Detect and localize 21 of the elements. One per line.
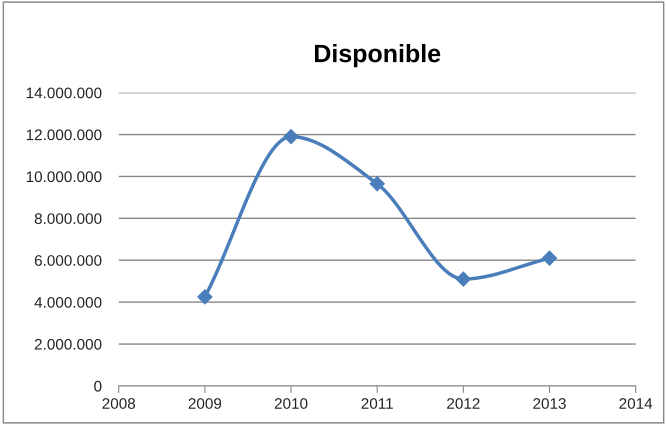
y-tick-label: 4.000.000 (34, 296, 102, 308)
point (370, 176, 385, 192)
y-tick-label: 8.000.000 (34, 213, 102, 224)
point (456, 272, 471, 287)
x-tick-label: 2014 (619, 398, 652, 409)
point (197, 289, 212, 304)
point (542, 250, 558, 266)
x-tick-label: 2008 (102, 398, 136, 409)
chart-title: Disponible (314, 44, 440, 68)
x-tick-label: 2010 (274, 398, 308, 409)
y-tick-label: 12.000.000 (26, 129, 102, 140)
y-tick-label: 6.000.000 (34, 255, 102, 266)
point (283, 129, 299, 144)
y-tick-label: 2.000.000 (34, 338, 102, 350)
x-tick-label: 2011 (362, 398, 393, 409)
x-tick-label: 2009 (188, 398, 222, 409)
y-tick-label: 14.000.000 (26, 88, 102, 98)
y-tick-label: 0 (94, 380, 102, 392)
x-tick-label: 2012 (447, 398, 480, 409)
x-tick-label: 2013 (533, 398, 566, 409)
y-tick-label: 10.000.000 (26, 171, 102, 182)
